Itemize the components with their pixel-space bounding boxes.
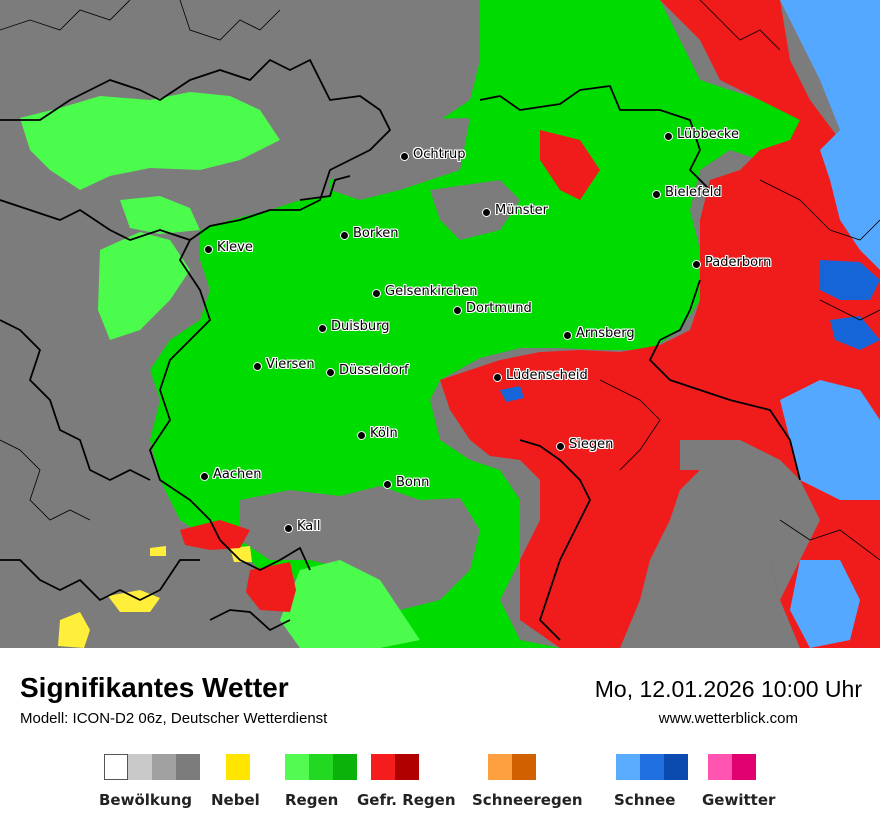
light-rain-border [120,196,200,234]
thin-borders [0,0,880,561]
precipitation-layer [0,0,880,648]
legend-swatch [285,754,309,780]
city-dot [652,190,661,199]
legend-swatch [708,754,732,780]
legend-label: Gefr. Regen [357,791,456,809]
website-link[interactable]: www.wetterblick.com [658,710,798,727]
snow-dark-center [500,386,524,402]
city-dot [200,472,209,481]
weather-map: Lübbecke Ochtrup Bielefeld Münster Kleve Bork… [0,0,880,648]
cloud-patch-southeast [680,440,820,600]
legend-swatch [488,754,512,780]
legend-swatches [226,754,250,780]
freezing-rain-sw [246,562,296,612]
rain-main [150,0,810,648]
snow-light-south [790,560,860,648]
legend-swatch [732,754,756,780]
city-label: Bonn [396,475,430,490]
city-dot [400,152,409,161]
city-label: Arnsberg [576,326,635,341]
legend-label: Gewitter [702,791,776,809]
snow-light-east [780,0,880,270]
city-label: Münster [495,203,548,218]
legend-swatches [104,754,200,780]
city-label: Gelsenkirchen [385,284,478,299]
city-dot [692,260,701,269]
city-dot [318,324,327,333]
city-dot [340,231,349,240]
city-label: Lübbecke [677,127,739,142]
city-label: Ochtrup [413,147,466,162]
legend-swatches [285,754,357,780]
legend: Bewölkung Nebel Regen Gefr. Regen Schneerege… [0,754,880,824]
city-dot [372,289,381,298]
light-rain-north [20,92,280,190]
legend-swatch [395,754,419,780]
city-dot [284,524,293,533]
city-dot [493,373,502,382]
city-label: Aachen [213,467,262,482]
city-label: Duisburg [331,319,390,334]
cloud-patch-south [240,486,480,610]
legend-swatch [616,754,640,780]
light-rain-west [98,232,190,340]
legend-swatch [333,754,357,780]
fog-patch-2 [58,612,90,648]
snow-dark-east [820,260,880,300]
model-subtitle: Modell: ICON-D2 06z, Deutscher Wetterdie… [20,710,328,727]
city-label: Köln [370,426,398,441]
city-dot [383,480,392,489]
legend-label: Schnee [614,791,676,809]
city-dot [253,362,262,371]
city-dot [664,132,673,141]
borders [0,59,801,641]
fog-patch-3 [150,546,166,556]
legend-label: Nebel [211,791,260,809]
snow-light-southeast [780,380,880,500]
light-rain-south [280,560,420,648]
legend-swatch [176,754,200,780]
fog-patch-4 [230,546,252,562]
legend-swatch [104,754,128,780]
city-label: Borken [353,226,399,241]
city-label: Kleve [217,240,253,255]
city-label: Kall [297,519,321,534]
map-title: Signifikantes Wetter [20,672,289,703]
legend-swatch [309,754,333,780]
legend-label: Schneeregen [472,791,583,809]
city-dot [326,368,335,377]
city-label: Bielefeld [665,185,722,200]
city-dot [453,306,462,315]
forecast-datetime: Mo, 12.01.2026 10:00 Uhr [594,676,862,702]
city-dot [357,431,366,440]
snow-dark-east2 [830,316,880,350]
legend-swatch [226,754,250,780]
city-label: Dortmund [466,301,532,316]
legend-swatches [708,754,756,780]
legend-swatches [488,754,536,780]
city-dot [556,442,565,451]
cloud-patch-munster [430,180,520,240]
legend-swatches [371,754,419,780]
city-label: Düsseldorf [339,363,409,378]
city-label: Siegen [569,437,614,452]
freezing-rain-north [540,130,600,200]
footer: Signifikantes Wetter Modell: ICON-D2 06z… [0,648,880,830]
legend-swatch [128,754,152,780]
legend-swatches [616,754,688,780]
legend-swatch [664,754,688,780]
city-dot [563,331,572,340]
legend-label: Bewölkung [99,791,192,809]
legend-label: Regen [285,791,339,809]
legend-swatch [371,754,395,780]
city-dot [204,245,213,254]
city-label: Paderborn [705,255,772,270]
city-label: Viersen [266,357,315,372]
legend-swatch [512,754,536,780]
city-label: Lüdenscheid [506,368,588,383]
legend-swatch [640,754,664,780]
city-dot [482,208,491,217]
legend-swatch [152,754,176,780]
freezing-rain-kall [180,520,250,550]
